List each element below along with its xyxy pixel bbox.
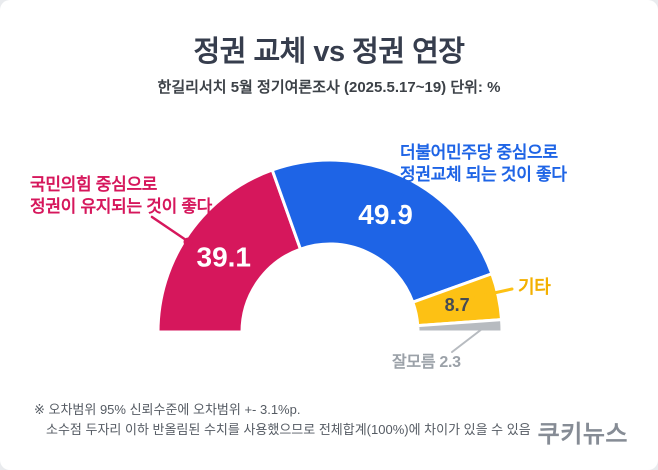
footnote-margin-of-error: ※ 오차범위 95% 신뢰수준에 오차범위 +- 3.1%p. bbox=[34, 402, 301, 417]
donut-segment-1 bbox=[270, 158, 494, 304]
callout-pointer-left bbox=[150, 215, 193, 247]
footnote-rounding: 소수점 두자리 이하 반올림된 수치를 사용했으므로 전체합계(100%)에 차… bbox=[46, 422, 531, 437]
label-party-keep: 국민의힘 중심으로 정권이 유지되는 것이 좋다 bbox=[30, 174, 212, 218]
donut-value-1: 49.9 bbox=[358, 199, 413, 230]
callout-pointer-etc bbox=[474, 287, 514, 299]
footnotes: ※ 오차범위 95% 신뢰수준에 오차범위 +- 3.1%p. 소수점 두자리 … bbox=[34, 400, 531, 440]
donut-value-0: 39.1 bbox=[197, 242, 252, 273]
callout-pointer-unknown bbox=[451, 328, 483, 353]
donut-segment-0 bbox=[156, 168, 302, 334]
callout-pointer-right bbox=[392, 190, 406, 213]
survey-subtitle: 한길리서치 5월 정기여론조사 (2025.5.17~19) 단위: % bbox=[157, 79, 501, 96]
kukinews-logo: 쿠키뉴스 bbox=[537, 421, 628, 448]
label-party-keep-line1: 국민의힘 중심으로 bbox=[30, 175, 158, 194]
donut-segments: 39.1 49.9 8.7 bbox=[156, 158, 504, 334]
label-party-keep-line2: 정권이 유지되는 것이 좋다 bbox=[30, 197, 213, 216]
page-title: 정권 교체 vs 정권 연장 bbox=[193, 36, 465, 68]
label-party-change-line1: 더불어민주당 중심으로 bbox=[400, 143, 558, 162]
donut-value-2: 8.7 bbox=[445, 295, 470, 315]
label-party-change: 더불어민주당 중심으로 정권교체 되는 것이 좋다 bbox=[400, 142, 567, 186]
label-unknown: 잘모름 2.3 bbox=[392, 354, 461, 371]
label-party-change-line2: 정권교체 되는 것이 좋다 bbox=[400, 165, 567, 184]
label-etc: 기타 bbox=[518, 277, 551, 297]
